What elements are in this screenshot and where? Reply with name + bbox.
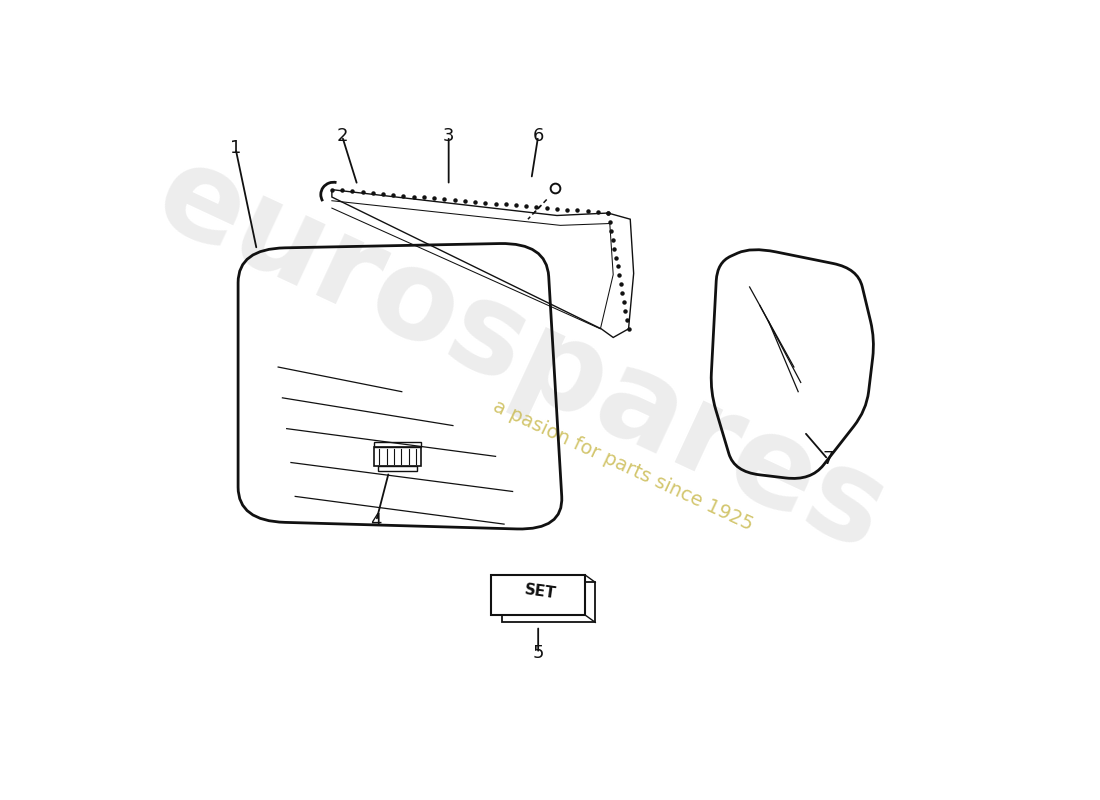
Bar xyxy=(378,466,417,470)
Text: 2: 2 xyxy=(337,127,348,145)
Text: 7: 7 xyxy=(823,450,834,469)
Text: 1: 1 xyxy=(230,139,241,158)
Text: SET: SET xyxy=(524,582,558,602)
Bar xyxy=(374,442,421,447)
Text: a pasion for parts since 1925: a pasion for parts since 1925 xyxy=(491,397,757,534)
Bar xyxy=(492,575,585,615)
Text: 3: 3 xyxy=(443,127,454,145)
Text: 4: 4 xyxy=(371,512,382,530)
Text: 6: 6 xyxy=(532,127,543,145)
Text: eurospares: eurospares xyxy=(138,133,905,577)
Bar xyxy=(502,582,595,622)
Text: 5: 5 xyxy=(532,645,543,662)
Bar xyxy=(374,447,421,466)
